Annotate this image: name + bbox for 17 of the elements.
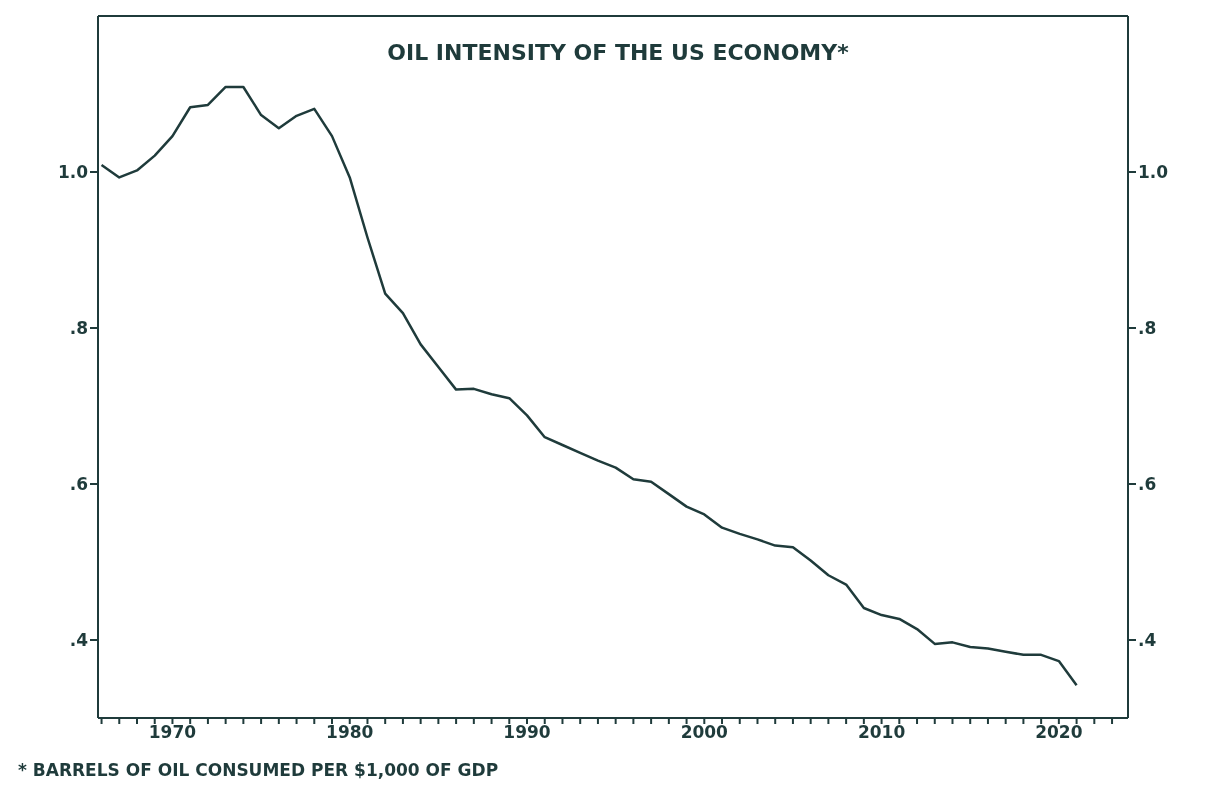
y-tick-label: 1.0 xyxy=(57,162,89,183)
y2-tick-label: 1.0 xyxy=(1138,162,1169,183)
y2-tick-label: .6 xyxy=(1138,474,1157,495)
x-tick-label: 2020 xyxy=(1035,722,1083,743)
x-tick-label: 2000 xyxy=(680,722,729,743)
x-tick-label: 1990 xyxy=(503,722,551,743)
x-tick-label: 1970 xyxy=(148,722,197,743)
x-tick-label: 2010 xyxy=(857,722,906,743)
text: * BARRELS OF OIL CONSUMED PER $1,000 OF GDP xyxy=(18,760,499,780)
x-tick-label: 1980 xyxy=(326,722,374,743)
y2-tick-label: .4 xyxy=(1138,630,1157,651)
y2-tick-label: .8 xyxy=(1138,318,1157,339)
y-tick-label: .4 xyxy=(69,630,89,651)
y-tick-label: .8 xyxy=(69,318,88,339)
line-series xyxy=(100,85,1078,687)
text: OIL INTENSITY OF THE US ECONOMY* xyxy=(386,40,850,65)
y-tick-label: .6 xyxy=(69,474,88,495)
